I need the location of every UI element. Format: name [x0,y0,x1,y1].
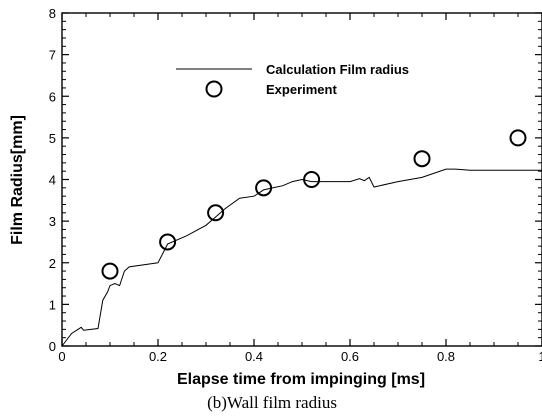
x-tick-label: 0.6 [341,349,359,364]
calculation-series [61,168,542,347]
y-tick-label: 8 [49,6,56,21]
legend: Calculation Film radius Experiment [176,62,409,98]
axis-tick-labels: 0 0.2 0.4 0.6 0.8 1 0 1 2 3 4 5 6 7 8 [49,6,542,364]
figure-caption: (b)Wall film radius [207,393,337,412]
x-tick-label: 0.2 [149,349,167,364]
legend-label-experiment: Experiment [266,82,337,97]
x-tick-label: 0.4 [245,349,263,364]
y-tick-label: 2 [49,256,56,271]
x-tick-label: 0.8 [437,349,455,364]
y-tick-label: 1 [49,297,56,312]
experiment-point [207,204,225,222]
x-tick-label: 0 [58,349,65,364]
y-tick-label: 3 [49,214,56,229]
y-tick-label: 6 [49,89,56,104]
x-tick-label: 1 [538,349,542,364]
calculation-line [61,168,542,347]
y-tick-label: 0 [49,339,56,354]
legend-label-calculation: Calculation Film radius [266,62,409,77]
experiment-point [509,129,527,147]
experiment-point [101,262,119,280]
x-axis-title: Elapse time from impinging [ms] [177,371,425,388]
experiment-point [255,179,273,197]
plot-area-frame [61,12,542,347]
y-axis-title: Film Radius[mm] [9,115,26,245]
experiment-series [101,129,527,280]
y-tick-label: 7 [49,48,56,63]
legend-circle-symbol [205,80,223,98]
experiment-point [413,150,431,168]
experiment-point [159,233,177,251]
experiment-point [303,171,321,188]
y-tick-label: 5 [49,131,56,146]
y-tick-label: 4 [49,173,56,188]
